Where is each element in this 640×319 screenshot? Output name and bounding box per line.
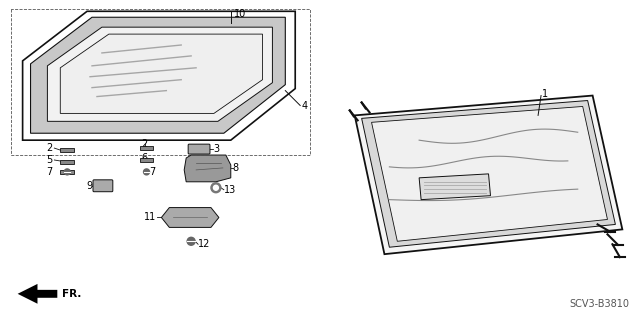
Polygon shape (31, 17, 285, 133)
Text: 11: 11 (144, 212, 156, 222)
Polygon shape (355, 96, 622, 254)
Text: 10: 10 (234, 9, 246, 19)
Text: 8: 8 (233, 163, 239, 173)
Polygon shape (140, 146, 154, 150)
Text: SCV3-B3810: SCV3-B3810 (570, 299, 629, 309)
FancyBboxPatch shape (188, 144, 210, 154)
Circle shape (143, 169, 150, 175)
Text: 7: 7 (150, 167, 156, 177)
Text: FR.: FR. (62, 289, 82, 299)
Text: 3: 3 (213, 144, 219, 154)
Polygon shape (60, 170, 74, 174)
Polygon shape (372, 107, 607, 241)
Polygon shape (60, 160, 74, 164)
Text: 7: 7 (46, 167, 52, 177)
Polygon shape (362, 100, 616, 247)
Text: 4: 4 (301, 101, 307, 111)
Polygon shape (47, 27, 273, 121)
Text: 13: 13 (224, 185, 236, 195)
Circle shape (64, 169, 70, 175)
Text: 12: 12 (198, 239, 211, 249)
Text: 2: 2 (141, 139, 148, 149)
Polygon shape (419, 174, 490, 200)
Circle shape (213, 185, 218, 190)
Text: 2: 2 (46, 143, 52, 153)
Polygon shape (161, 208, 219, 227)
Polygon shape (22, 11, 295, 140)
Circle shape (187, 237, 195, 245)
Polygon shape (18, 284, 58, 304)
Text: 6: 6 (141, 153, 148, 163)
Text: 5: 5 (46, 155, 52, 165)
FancyBboxPatch shape (93, 180, 113, 192)
Polygon shape (60, 148, 74, 152)
Circle shape (211, 183, 221, 193)
Text: 1: 1 (542, 89, 548, 99)
Polygon shape (184, 155, 231, 182)
Polygon shape (140, 158, 154, 162)
Polygon shape (60, 34, 262, 114)
Text: 9: 9 (86, 181, 92, 191)
